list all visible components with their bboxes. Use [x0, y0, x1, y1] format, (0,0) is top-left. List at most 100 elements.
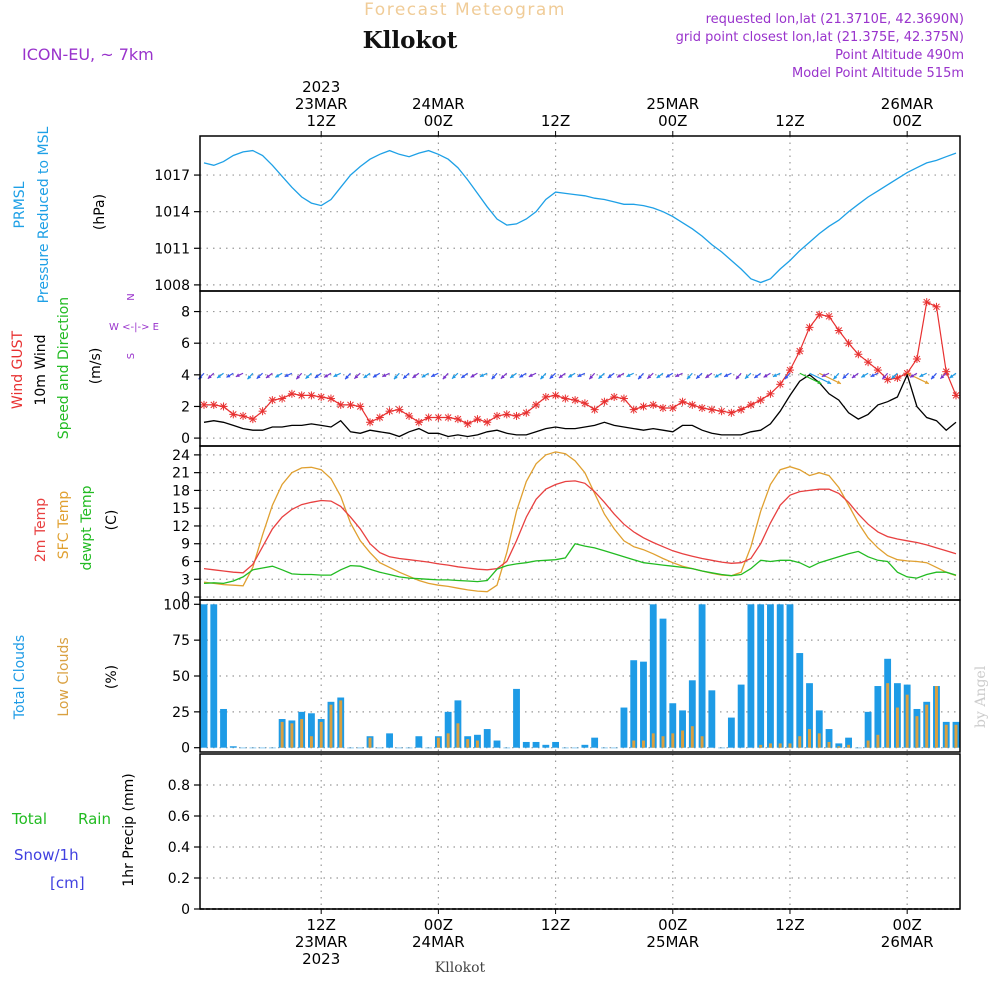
total-cloud-bar — [571, 747, 579, 749]
low-cloud-bar — [915, 716, 919, 748]
temp-plot — [203, 451, 957, 593]
gust-marker-stroke — [601, 398, 608, 406]
gust-marker-stroke — [513, 412, 520, 420]
gust-marker — [395, 405, 404, 414]
temp-unit: (C) — [104, 510, 120, 531]
gust-marker — [541, 392, 550, 401]
total-cloud-bar — [776, 604, 784, 748]
total-cloud-bar — [308, 713, 315, 748]
wind-dir-arrowhead — [207, 374, 212, 379]
total-cloud-bar — [649, 604, 657, 748]
low-cloud-bar — [466, 739, 470, 748]
wind-dir-arrowhead — [607, 374, 612, 379]
time-label-top: 23MAR — [295, 95, 348, 113]
gust-marker — [532, 400, 541, 409]
wind-dir-arrowhead — [891, 374, 896, 379]
gust-marker — [698, 404, 707, 413]
wind-dir-arrowhead — [577, 373, 582, 377]
footer-location: Kllokot — [435, 960, 486, 976]
y-tick-label: 21 — [172, 466, 190, 482]
gust-marker — [258, 407, 267, 416]
wind-dir-arrowhead — [354, 374, 359, 379]
low-cloud-bar — [319, 721, 323, 748]
wind-dir-arrowhead — [705, 374, 710, 379]
wind-dir-arrowhead — [724, 373, 729, 377]
y-tick-label: 0.4 — [168, 840, 190, 856]
temp-label-dewpt: dewpt Temp — [79, 485, 95, 570]
total-cloud-bar — [229, 746, 237, 748]
total-cloud-bar — [747, 604, 755, 748]
total-cloud-bar — [542, 744, 550, 748]
wind-dir-arrowhead — [247, 375, 252, 380]
wind-compass: N W <-|-> E S — [109, 293, 159, 359]
total-cloud-bar — [854, 747, 862, 749]
low-cloud-bar — [886, 683, 890, 748]
time-label-top: 24MAR — [412, 95, 465, 113]
total-cloud-bar — [737, 684, 745, 748]
wind-dir-arrowhead — [647, 374, 652, 379]
gust-marker-stroke — [425, 414, 432, 421]
total-cloud-bar — [835, 743, 843, 748]
gust-marker-stroke — [698, 404, 706, 412]
wind-dir-arrowhead — [275, 373, 280, 378]
wind-dir-arrowhead — [461, 374, 466, 379]
gust-marker-stroke — [688, 401, 696, 409]
gust-marker-stroke — [747, 401, 755, 409]
gust-marker — [317, 392, 326, 401]
gust-marker-stroke — [679, 398, 686, 406]
gust-marker-stroke — [737, 406, 745, 413]
gust-marker — [756, 396, 765, 405]
gust-marker — [502, 410, 511, 419]
panel-precip: Total Rain Snow/1h [cm] 1hr Precip (mm) … — [11, 753, 961, 918]
y-tick-label: 1011 — [154, 241, 190, 257]
gust-marker — [483, 418, 492, 427]
y-tick-label: 6 — [181, 555, 190, 571]
pressure-unit: (hPa) — [92, 194, 108, 230]
wind-dir-arrowhead — [314, 374, 319, 379]
precip-label-rain: Rain — [78, 810, 111, 828]
gust-marker — [912, 355, 921, 364]
y-tick-label: 1008 — [154, 278, 190, 294]
gust-marker — [561, 394, 570, 403]
total-cloud-bar — [659, 618, 667, 748]
low-cloud-bar — [768, 743, 772, 748]
model-altitude: Model Point Altitude 515m — [792, 66, 964, 81]
cloud-unit: (%) — [104, 665, 120, 689]
gust-marker — [805, 323, 814, 332]
gust-marker — [815, 310, 824, 319]
gust-marker-stroke — [269, 396, 276, 404]
gust-marker-stroke — [894, 374, 901, 382]
gust-marker — [551, 391, 560, 400]
gust-marker-stroke — [552, 392, 559, 399]
gust-marker-stroke — [308, 392, 315, 399]
low-cloud-bar — [837, 746, 841, 748]
wind-label-dir: Speed and Direction — [56, 297, 72, 439]
gust-marker-stroke — [591, 406, 599, 413]
y-tick-label: 1014 — [154, 205, 190, 221]
gust-marker-stroke — [493, 412, 501, 420]
low-cloud-bar — [368, 737, 372, 748]
total-cloud-bar — [210, 604, 218, 748]
total-cloud-bar — [532, 741, 540, 748]
gust-marker-stroke — [317, 393, 325, 401]
gust-marker — [268, 396, 277, 405]
time-label-bottom: 00Z — [892, 916, 921, 934]
gust-marker-stroke — [210, 401, 218, 409]
gust-marker — [278, 394, 287, 403]
gust-marker-stroke — [845, 339, 852, 347]
wind-dir-arrow — [809, 372, 832, 385]
y-tick-label: 1017 — [154, 168, 190, 184]
gust-marker — [678, 397, 687, 406]
gust-marker — [688, 400, 697, 409]
total-cloud-bar — [444, 711, 452, 748]
low-cloud-bar — [642, 740, 645, 748]
low-cloud-bar — [632, 740, 636, 748]
total-cloud-bar — [600, 747, 608, 749]
gust-marker-stroke — [405, 412, 413, 420]
y-tick-label: 2 — [181, 399, 190, 415]
gust-marker-stroke — [718, 407, 725, 415]
total-cloud-bar — [727, 717, 735, 748]
wind-dir-arrowhead — [836, 380, 841, 384]
time-label-bottom: 26MAR — [881, 933, 934, 951]
total-cloud-bar — [688, 680, 696, 748]
